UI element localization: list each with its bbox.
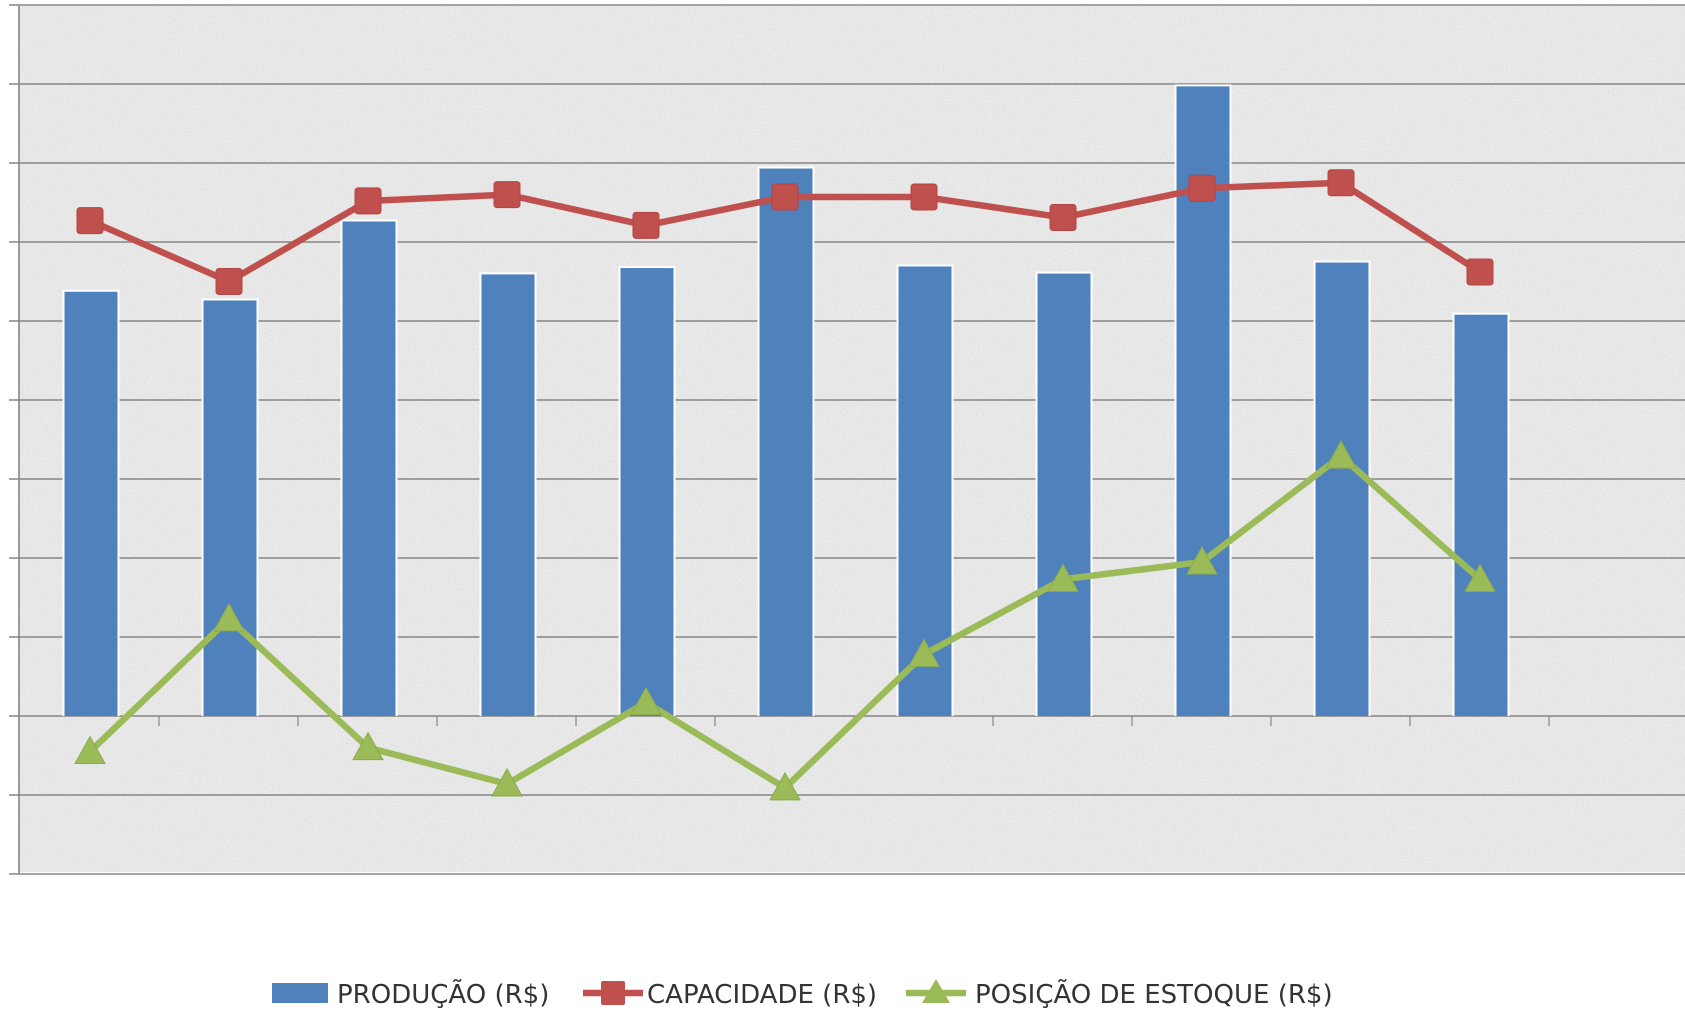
legend-label: POSIÇÃO DE ESTOQUE (R$) bbox=[975, 978, 1333, 1010]
data-point-square bbox=[771, 183, 799, 211]
data-point-triangle bbox=[908, 638, 940, 667]
legend-swatch-bar bbox=[272, 983, 328, 1003]
data-point-square bbox=[632, 211, 660, 239]
bar bbox=[481, 274, 535, 716]
bar bbox=[64, 291, 118, 716]
bar bbox=[1315, 262, 1369, 716]
data-point-square bbox=[354, 187, 382, 215]
line-series-posicao-de-estoque bbox=[74, 440, 1496, 801]
data-point-triangle bbox=[1186, 545, 1218, 575]
data-point-square bbox=[1049, 204, 1077, 232]
legend-label: CAPACIDADE (R$) bbox=[647, 980, 877, 1010]
bar bbox=[203, 300, 257, 716]
bar bbox=[1037, 273, 1091, 716]
legend-label: PRODUÇÃO (R$) bbox=[337, 978, 549, 1010]
bar bbox=[342, 221, 396, 716]
legend-item: PRODUÇÃO (R$) bbox=[272, 978, 549, 1010]
data-point-square bbox=[493, 181, 521, 209]
axes bbox=[9, 6, 1685, 875]
data-point-triangle bbox=[1464, 563, 1496, 592]
data-point-triangle bbox=[1325, 440, 1357, 469]
data-point-square bbox=[215, 268, 243, 295]
bar bbox=[620, 268, 674, 716]
plot-area-texture bbox=[19, 6, 1685, 872]
gridlines bbox=[9, 4, 1685, 796]
data-point-triangle bbox=[213, 602, 245, 632]
bar-series-producao bbox=[62, 84, 1510, 717]
data-point-square bbox=[910, 183, 938, 211]
bar bbox=[759, 168, 813, 716]
data-point-triangle bbox=[1047, 563, 1079, 592]
legend: PRODUÇÃO (R$) CAPACIDADE (R$) POSIÇÃO DE E… bbox=[272, 978, 1333, 1010]
line-series-capacidade bbox=[76, 169, 1494, 295]
data-point-square bbox=[76, 207, 104, 235]
data-point-square bbox=[1188, 174, 1216, 202]
data-point-triangle bbox=[74, 735, 106, 765]
data-point-triangle bbox=[630, 686, 662, 716]
bar bbox=[1454, 314, 1508, 716]
legend-marker-triangle bbox=[922, 979, 950, 1003]
legend-marker-square bbox=[601, 981, 625, 1005]
data-point-triangle bbox=[491, 767, 523, 797]
data-point-square bbox=[1466, 258, 1494, 286]
legend-item: POSIÇÃO DE ESTOQUE (R$) bbox=[906, 978, 1333, 1010]
legend-item: CAPACIDADE (R$) bbox=[583, 980, 877, 1010]
line-series bbox=[74, 169, 1496, 801]
data-point-square bbox=[1327, 169, 1355, 197]
data-point-triangle bbox=[352, 731, 384, 761]
data-point-triangle bbox=[769, 771, 801, 801]
